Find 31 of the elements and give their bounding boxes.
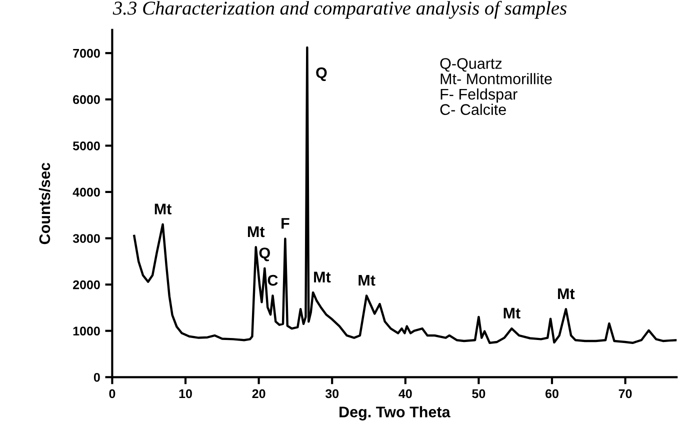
x-tick-label: 40 bbox=[398, 389, 412, 398]
y-tick-label: 2000 bbox=[73, 280, 100, 290]
y-tick-label: 3000 bbox=[72, 234, 100, 243]
annotation: F bbox=[282, 218, 290, 229]
y-tick-label: 4000 bbox=[72, 188, 100, 197]
annotation: Mt bbox=[248, 226, 265, 238]
x-axis-title: Deg. Two Theta bbox=[340, 406, 450, 420]
y-axis-title: Counts/sec bbox=[38, 162, 50, 244]
annotation: Mt bbox=[558, 288, 575, 300]
line-series bbox=[133, 46, 677, 344]
x-tick-label: 0 bbox=[109, 389, 116, 398]
annotation: Q bbox=[316, 67, 327, 82]
annotation: Q-Quartz Mt- Montmorillite F- Feldspar C- Calcite bbox=[440, 58, 552, 115]
annotation: Mt bbox=[314, 272, 331, 282]
x-tick-label: 20 bbox=[252, 389, 266, 398]
y-tick-label: 0 bbox=[94, 372, 100, 382]
y-tick-label: 6000 bbox=[73, 95, 100, 104]
y-tick-label: 1000 bbox=[73, 326, 100, 336]
annotation: Q bbox=[259, 248, 270, 262]
x-tick-label: 10 bbox=[179, 389, 192, 398]
chart-title: 3.3 Characterization and comparative analysis of samples bbox=[112, 0, 567, 19]
x-tick-label: 60 bbox=[546, 389, 558, 398]
annotation: C bbox=[268, 274, 278, 286]
x-tick-label: 50 bbox=[472, 389, 486, 398]
y-tick-label: 7000 bbox=[73, 48, 100, 58]
x-tick-label: 30 bbox=[325, 389, 339, 398]
annotation: Mt bbox=[358, 275, 376, 286]
annotation: Mt bbox=[504, 308, 520, 319]
x-tick-label: 70 bbox=[618, 389, 632, 398]
annotation: Mt bbox=[154, 204, 172, 214]
y-tick-label: 5000 bbox=[72, 141, 100, 150]
